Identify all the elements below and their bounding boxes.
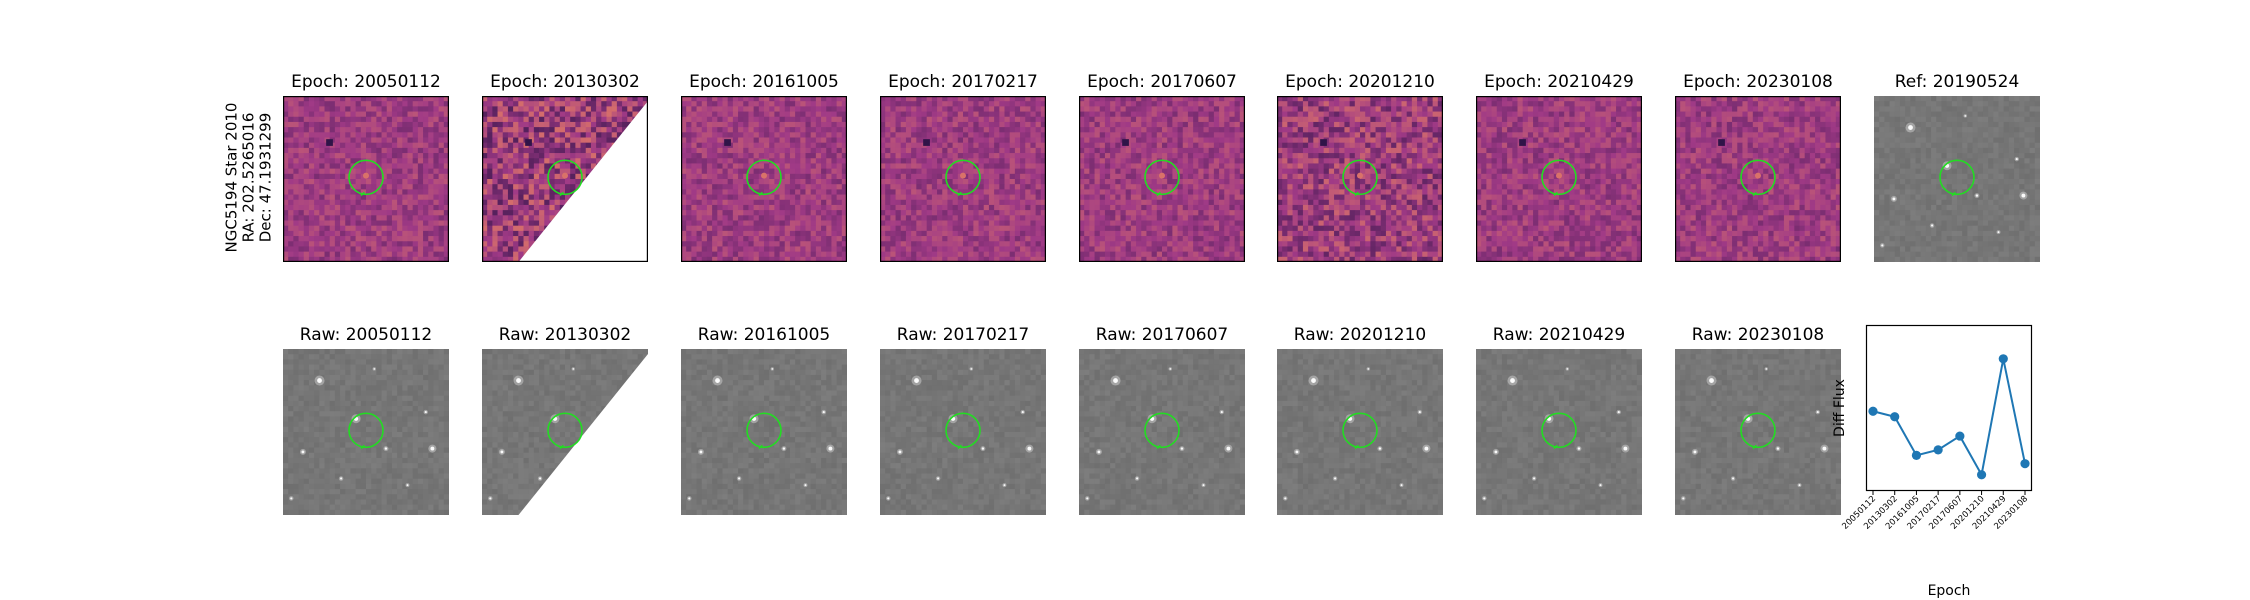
diff-panel-epoch-20161005: Epoch: 20161005 — [681, 72, 847, 262]
diff-panel-epoch-20170217: Epoch: 20170217 — [880, 72, 1046, 262]
raw-cutout-image — [283, 349, 449, 515]
data-point-20170217 — [1933, 445, 1943, 455]
raw-panel-epoch-20201210: Raw: 20201210 — [1277, 325, 1443, 515]
panel-title: Raw: 20050112 — [299, 325, 433, 345]
diff-cutout-image — [1675, 96, 1841, 262]
target-circle — [348, 412, 384, 449]
diff-cutout-image — [880, 96, 1046, 262]
panel-title: Raw: 20130302 — [498, 325, 632, 345]
target-circle — [1939, 159, 1975, 196]
panel-title: Epoch: 20230108 — [1683, 72, 1833, 92]
raw-cutout-image — [880, 349, 1046, 515]
panel-title: Epoch: 20201210 — [1285, 72, 1435, 92]
target-circle — [547, 159, 583, 196]
panel-title: Raw: 20170217 — [896, 325, 1030, 345]
y-axis-label: Diff Flux — [1832, 379, 1848, 437]
diff-cutout-image — [482, 96, 648, 262]
x-axis-label: Epoch — [1927, 583, 1971, 599]
data-point-20230108 — [2020, 459, 2030, 469]
panel-title: Epoch: 20050112 — [291, 72, 441, 92]
raw-panel-epoch-20230108: Raw: 20230108 — [1675, 325, 1841, 515]
target-circle — [348, 159, 384, 196]
raw-cutout-image — [1476, 349, 1642, 515]
target-circle — [1541, 159, 1577, 196]
target-circle — [1541, 412, 1577, 449]
diff-cutout-image — [1079, 96, 1245, 262]
raw-panel-epoch-20161005: Raw: 20161005 — [681, 325, 847, 515]
diff-panel-epoch-20210429: Epoch: 20210429 — [1476, 72, 1642, 262]
diff-cutout-image — [1476, 96, 1642, 262]
diff-cutout-image — [1874, 96, 2040, 262]
panel-title: Epoch: 20170217 — [888, 72, 1038, 92]
data-point-20050112 — [1868, 406, 1878, 416]
panel-title: Epoch: 20170607 — [1087, 72, 1237, 92]
raw-panel-epoch-20210429: Raw: 20210429 — [1476, 325, 1642, 515]
panel-title: Raw: 20161005 — [697, 325, 831, 345]
data-point-20201210 — [1976, 470, 1987, 480]
diff-panel-epoch-20230108: Epoch: 20230108 — [1675, 72, 1841, 262]
diff-panel-epoch-20201210: Epoch: 20201210 — [1277, 72, 1443, 262]
raw-panel-epoch-20050112: Raw: 20050112 — [283, 325, 449, 515]
diff-flux-series-line — [1872, 358, 2026, 478]
raw-cutout-image — [482, 349, 648, 515]
target-circle — [1144, 159, 1180, 196]
diff-flux-chart: Diff Flux 20050112 20130302 20161005 201702… — [1832, 324, 2033, 599]
raw-cutout-image — [1277, 349, 1443, 515]
star-label: NGC5194 Star 2010 RA: 202.5265016 Dec: 4… — [222, 102, 276, 253]
target-circle — [1342, 159, 1378, 196]
panel-title: Raw: 20170607 — [1095, 325, 1229, 345]
diff-panel-ref-20190524: Ref: 20190524 — [1874, 72, 2040, 262]
raw-cutout-image — [681, 349, 847, 515]
star-dec: Dec: 47.1931299 — [256, 112, 275, 243]
target-circle — [945, 159, 981, 196]
panel-title: Epoch: 20210429 — [1484, 72, 1634, 92]
diff-cutout-image — [283, 96, 449, 262]
diff-cutout-image — [681, 96, 847, 262]
raw-cutout-image — [1675, 349, 1841, 515]
panel-title: Epoch: 20161005 — [689, 72, 839, 92]
data-point-20130302 — [1890, 412, 1900, 422]
data-point-20170607 — [1955, 431, 1965, 441]
diff-panel-epoch-20130302: Epoch: 20130302 — [482, 72, 648, 262]
panel-title: Epoch: 20130302 — [490, 72, 640, 92]
diff-cutout-image — [1277, 96, 1443, 262]
target-circle — [547, 412, 583, 449]
star-name: NGC5194 Star 2010 — [222, 102, 241, 253]
panel-title: Ref: 20190524 — [1894, 72, 2020, 92]
target-circle — [746, 412, 782, 449]
diff-panel-epoch-20170607: Epoch: 20170607 — [1079, 72, 1245, 262]
raw-panel-epoch-20130302: Raw: 20130302 — [482, 325, 648, 515]
target-circle — [1342, 412, 1378, 449]
diff-panel-epoch-20050112: Epoch: 20050112 — [283, 72, 449, 262]
panel-title: Raw: 20210429 — [1492, 325, 1626, 345]
star-ra: RA: 202.5265016 — [239, 112, 258, 243]
raw-cutout-image — [1079, 349, 1245, 515]
data-point-20161005 — [1911, 450, 1922, 460]
raw-panel-epoch-20170217: Raw: 20170217 — [880, 325, 1046, 515]
panel-title: Raw: 20201210 — [1293, 325, 1427, 345]
target-circle — [1740, 159, 1776, 196]
target-circle — [945, 412, 981, 449]
chart-plot-area: 2005011220130302201610052017021720170607… — [1840, 324, 2033, 532]
data-point-20210429 — [1998, 354, 2008, 364]
target-circle — [1144, 412, 1180, 449]
target-circle — [1740, 412, 1776, 449]
target-circle — [746, 159, 782, 196]
panel-title: Raw: 20230108 — [1691, 325, 1825, 345]
raw-panel-epoch-20170607: Raw: 20170607 — [1079, 325, 1245, 515]
